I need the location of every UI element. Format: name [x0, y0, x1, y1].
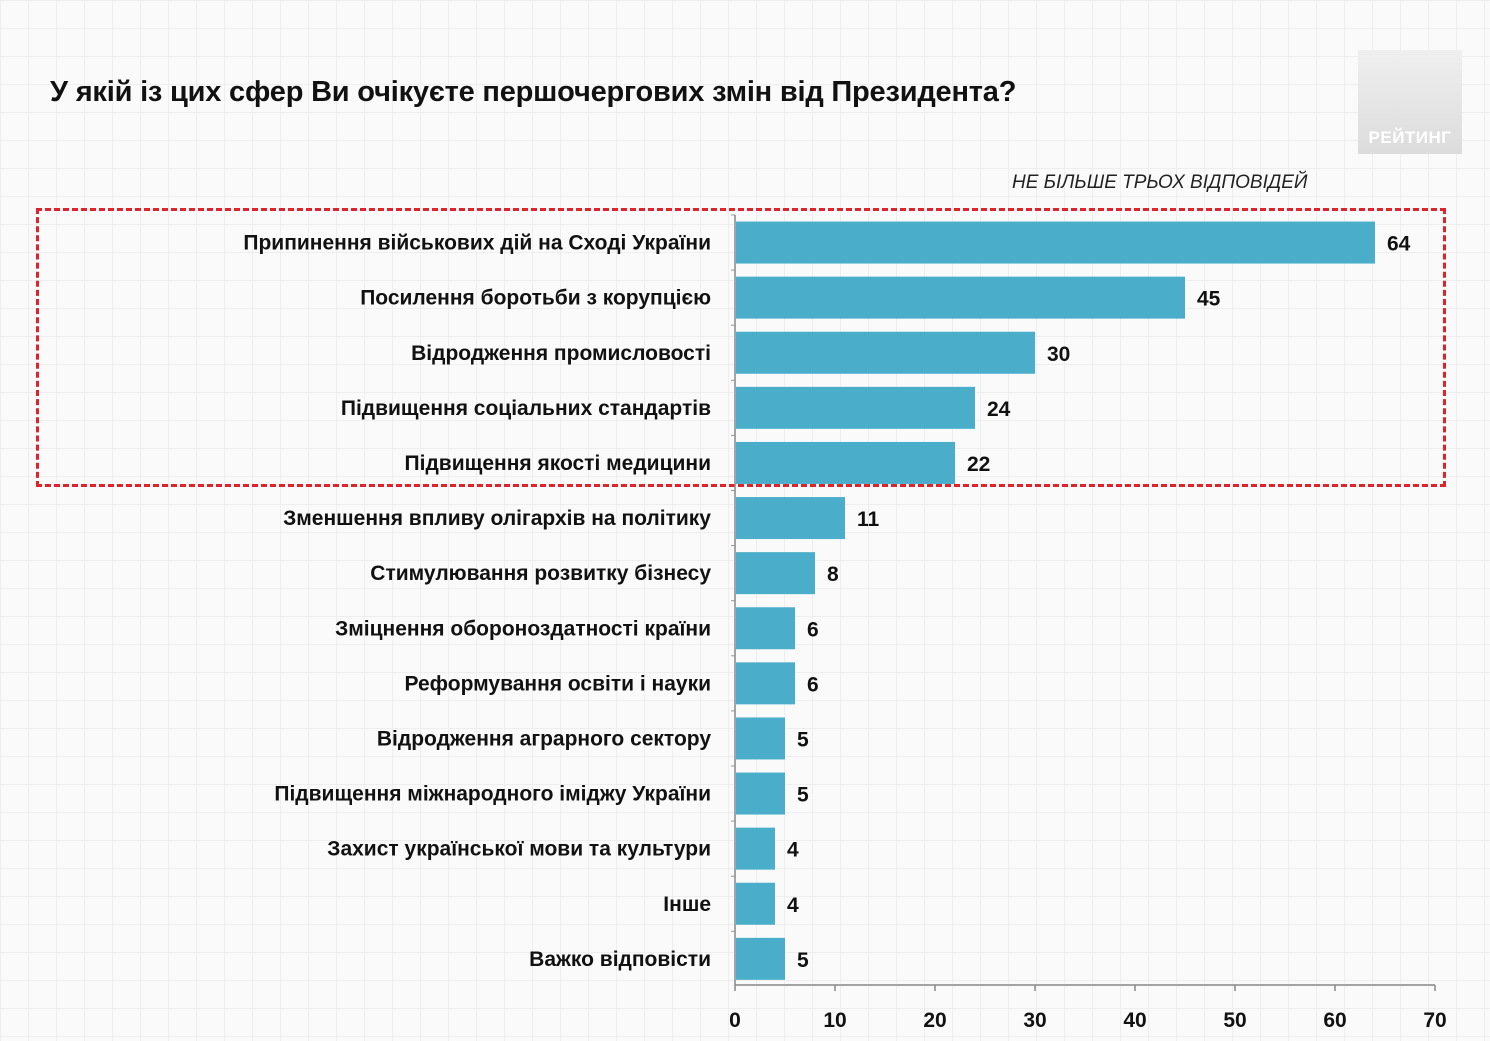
value-label: 8 — [827, 563, 839, 586]
bar — [736, 937, 785, 980]
value-label: 6 — [807, 673, 819, 696]
category-label: Відродження промисловості — [411, 342, 711, 365]
x-tick-label: 60 — [1323, 1009, 1346, 1032]
x-tick-label: 50 — [1223, 1009, 1246, 1032]
value-label: 11 — [857, 508, 880, 531]
value-label: 5 — [797, 784, 809, 807]
category-label: Підвищення міжнародного іміджу України — [274, 783, 711, 806]
value-label: 45 — [1197, 288, 1221, 311]
chart-note: НЕ БІЛЬШЕ ТРЬОХ ВІДПОВІДЕЙ — [1012, 172, 1308, 193]
value-label: 5 — [797, 728, 809, 751]
bar — [736, 386, 975, 429]
bar — [736, 221, 1375, 264]
category-label: Реформування освіти і науки — [405, 672, 711, 695]
category-label: Відродження аграрного сектору — [377, 727, 711, 750]
category-label: Стимулювання розвитку бізнесу — [370, 562, 711, 585]
logo-text: РЕЙТИНГ — [1368, 128, 1452, 147]
bar — [736, 497, 845, 540]
logo: РЕЙТИНГ — [1358, 50, 1462, 154]
bar — [736, 552, 815, 595]
highlight-box — [36, 208, 1446, 487]
bar — [736, 717, 785, 760]
value-label: 4 — [787, 839, 799, 862]
category-label: Підвищення якості медицини — [405, 452, 711, 475]
category-label: Посилення боротьби з корупцією — [360, 287, 711, 310]
bar — [736, 276, 1185, 319]
bar — [736, 827, 775, 870]
x-tick-label: 30 — [1023, 1009, 1046, 1032]
category-label: Важко відповісти — [529, 948, 711, 971]
x-tick-label: 20 — [923, 1009, 946, 1032]
x-tick-label: 0 — [729, 1009, 741, 1032]
bar — [736, 607, 795, 650]
category-label: Інше — [663, 893, 711, 916]
bar — [736, 331, 1035, 374]
value-label: 64 — [1387, 233, 1411, 256]
value-label: 24 — [987, 398, 1011, 421]
bar — [736, 441, 955, 484]
x-tick-label: 40 — [1123, 1009, 1146, 1032]
value-label: 22 — [967, 453, 990, 476]
bar — [736, 662, 795, 705]
value-label: 30 — [1047, 343, 1070, 366]
category-label: Захист української мови та культури — [327, 838, 711, 861]
value-label: 4 — [787, 894, 799, 917]
category-label: Підвищення соціальних стандартів — [341, 397, 711, 420]
category-label: Зменшення впливу олігархів на політику — [283, 507, 711, 530]
value-label: 6 — [807, 618, 819, 641]
category-label: Зміцнення обороноздатності країни — [335, 617, 711, 640]
x-tick-label: 10 — [823, 1009, 846, 1032]
bar — [736, 772, 785, 815]
bar — [736, 882, 775, 925]
value-label: 5 — [797, 949, 809, 972]
chart-title: У якій із цих сфер Ви очікуєте першочерг… — [50, 76, 1017, 108]
category-label: Припинення військових дій на Сході Украї… — [243, 232, 711, 255]
x-tick-label: 70 — [1423, 1009, 1446, 1032]
